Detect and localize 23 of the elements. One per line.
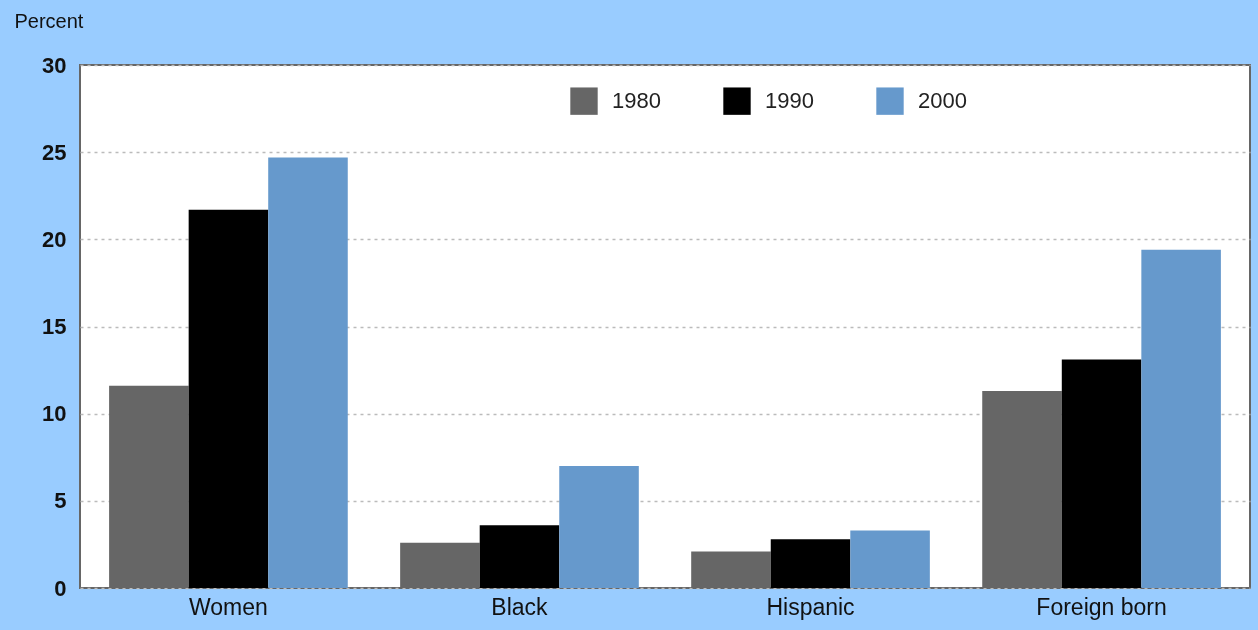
y-tick-label: 15 [42, 314, 67, 339]
y-tick-label: 10 [42, 401, 67, 427]
legend-label: 1980 [612, 88, 661, 114]
y-tick-label: 20 [42, 226, 67, 252]
y-axis-title: Percent [14, 9, 84, 32]
y-tick-label: 30 [42, 52, 67, 78]
x-tick-label: Women [189, 593, 268, 620]
bar [268, 157, 348, 588]
x-tick-label: Hispanic [766, 593, 855, 620]
x-tick-label: Black [491, 593, 549, 620]
bar [479, 525, 560, 588]
legend-label: 2000 [918, 88, 967, 114]
x-tick-label: Foreign born [1036, 593, 1167, 620]
y-tick-label: 0 [54, 575, 67, 601]
bar [1061, 359, 1142, 588]
bar [850, 530, 930, 588]
bar [188, 209, 269, 588]
legend-label: 1990 [765, 88, 814, 114]
bar [770, 539, 851, 588]
bar [559, 465, 639, 588]
y-tick-label: 25 [42, 139, 67, 165]
bar [1141, 249, 1221, 588]
y-tick-label: 5 [54, 488, 67, 514]
